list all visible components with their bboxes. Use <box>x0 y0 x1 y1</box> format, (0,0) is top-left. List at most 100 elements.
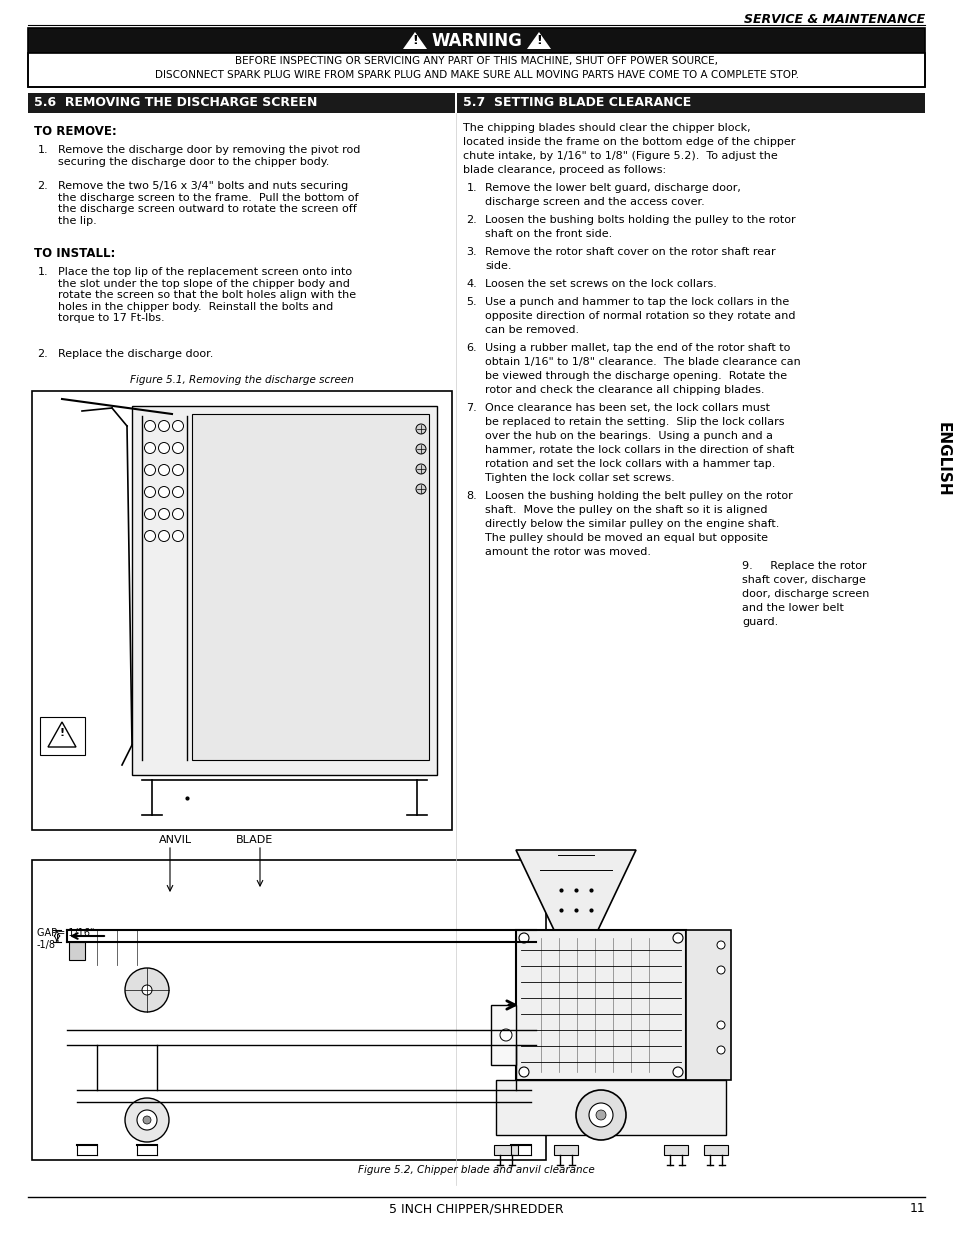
Text: 6.: 6. <box>466 343 476 353</box>
Bar <box>69 942 85 960</box>
Text: Tighten the lock collar set screws.: Tighten the lock collar set screws. <box>484 473 674 483</box>
Bar <box>192 414 429 760</box>
Text: Figure 5.2, Chipper blade and anvil clearance: Figure 5.2, Chipper blade and anvil clea… <box>357 1165 595 1174</box>
Circle shape <box>416 445 426 454</box>
Text: Use a punch and hammer to tap the lock collars in the: Use a punch and hammer to tap the lock c… <box>484 296 788 308</box>
Circle shape <box>717 1046 724 1053</box>
Polygon shape <box>516 850 636 930</box>
Text: Place the top lip of the replacement screen onto into
the slot under the top slo: Place the top lip of the replacement scr… <box>58 267 355 324</box>
Text: BLADE: BLADE <box>236 835 274 845</box>
Text: Replace the discharge door.: Replace the discharge door. <box>58 350 213 359</box>
Text: TO REMOVE:: TO REMOVE: <box>34 125 116 138</box>
Polygon shape <box>526 32 551 49</box>
Text: ENGLISH: ENGLISH <box>935 421 949 496</box>
Polygon shape <box>494 1145 517 1155</box>
Circle shape <box>144 531 155 541</box>
Circle shape <box>144 464 155 475</box>
Circle shape <box>158 487 170 498</box>
Text: Loosen the bushing holding the belt pulley on the rotor: Loosen the bushing holding the belt pull… <box>484 492 792 501</box>
Circle shape <box>172 509 183 520</box>
Text: 5 INCH CHIPPER/SHREDDER: 5 INCH CHIPPER/SHREDDER <box>389 1202 563 1215</box>
Polygon shape <box>703 1145 727 1155</box>
Text: 2.: 2. <box>466 215 476 225</box>
Text: !: ! <box>59 727 65 739</box>
Text: 3.: 3. <box>466 247 476 257</box>
Text: blade clearance, proceed as follows:: blade clearance, proceed as follows: <box>462 165 665 175</box>
Text: Remove the discharge door by removing the pivot rod
securing the discharge door : Remove the discharge door by removing th… <box>58 144 360 167</box>
Circle shape <box>172 487 183 498</box>
Bar <box>132 406 436 776</box>
Text: can be removed.: can be removed. <box>484 325 578 335</box>
Polygon shape <box>663 1145 687 1155</box>
Text: rotation and set the lock collars with a hammer tap.: rotation and set the lock collars with a… <box>484 459 775 469</box>
Text: 5.7  SETTING BLADE CLEARANCE: 5.7 SETTING BLADE CLEARANCE <box>462 96 691 110</box>
Text: 1.: 1. <box>466 183 476 193</box>
Bar <box>32 391 452 830</box>
Bar <box>456 93 924 112</box>
Text: BEFORE INSPECTING OR SERVICING ANY PART OF THIS MACHINE, SHUT OFF POWER SOURCE,: BEFORE INSPECTING OR SERVICING ANY PART … <box>235 56 718 65</box>
Bar <box>491 1005 516 1065</box>
Bar <box>496 1079 725 1135</box>
Text: !: ! <box>412 33 417 47</box>
Text: Loosen the set screws on the lock collars.: Loosen the set screws on the lock collar… <box>484 279 716 289</box>
Text: amount the rotor was moved.: amount the rotor was moved. <box>484 547 650 557</box>
Circle shape <box>125 968 169 1011</box>
Bar <box>28 28 924 86</box>
Text: discharge screen and the access cover.: discharge screen and the access cover. <box>484 198 704 207</box>
Circle shape <box>518 932 529 944</box>
Circle shape <box>144 420 155 431</box>
Text: Once clearance has been set, the lock collars must: Once clearance has been set, the lock co… <box>484 403 769 412</box>
Bar <box>28 28 924 53</box>
Text: Figure 5.1, Removing the discharge screen: Figure 5.1, Removing the discharge scree… <box>130 375 354 385</box>
Text: -1/8": -1/8" <box>37 940 60 950</box>
Text: 9.     Replace the rotor: 9. Replace the rotor <box>741 561 865 571</box>
Text: DISCONNECT SPARK PLUG WIRE FROM SPARK PLUG AND MAKE SURE ALL MOVING PARTS HAVE C: DISCONNECT SPARK PLUG WIRE FROM SPARK PL… <box>154 70 799 80</box>
Text: be replaced to retain the setting.  Slip the lock collars: be replaced to retain the setting. Slip … <box>484 417 783 427</box>
Text: 8.: 8. <box>466 492 476 501</box>
Text: 1.: 1. <box>37 144 48 156</box>
Text: shaft cover, discharge: shaft cover, discharge <box>741 576 865 585</box>
Circle shape <box>158 531 170 541</box>
Circle shape <box>717 1021 724 1029</box>
Text: 1.: 1. <box>37 267 48 277</box>
Text: Using a rubber mallet, tap the end of the rotor shaft to: Using a rubber mallet, tap the end of th… <box>484 343 789 353</box>
Polygon shape <box>402 32 427 49</box>
Circle shape <box>172 420 183 431</box>
Bar <box>28 53 924 86</box>
Circle shape <box>596 1110 605 1120</box>
Text: GAP= 1/16": GAP= 1/16" <box>37 927 94 939</box>
Circle shape <box>143 1116 151 1124</box>
Bar <box>32 860 545 1160</box>
Text: Loosen the bushing bolts holding the pulley to the rotor: Loosen the bushing bolts holding the pul… <box>484 215 795 225</box>
Text: be viewed through the discharge opening.  Rotate the: be viewed through the discharge opening.… <box>484 370 786 382</box>
Text: 7.: 7. <box>466 403 476 412</box>
Text: obtain 1/16" to 1/8" clearance.  The blade clearance can: obtain 1/16" to 1/8" clearance. The blad… <box>484 357 800 367</box>
Circle shape <box>144 487 155 498</box>
Text: over the hub on the bearings.  Using a punch and a: over the hub on the bearings. Using a pu… <box>484 431 772 441</box>
Text: shaft on the front side.: shaft on the front side. <box>484 228 612 240</box>
Circle shape <box>717 941 724 948</box>
Bar <box>516 930 685 1079</box>
Circle shape <box>672 932 682 944</box>
Text: side.: side. <box>484 261 511 270</box>
Circle shape <box>144 442 155 453</box>
Bar <box>685 930 730 1079</box>
Circle shape <box>576 1091 625 1140</box>
Circle shape <box>142 986 152 995</box>
Text: 11: 11 <box>908 1202 924 1215</box>
Text: 5.: 5. <box>466 296 476 308</box>
Polygon shape <box>48 722 76 747</box>
Circle shape <box>158 442 170 453</box>
Text: WARNING: WARNING <box>431 32 522 49</box>
Circle shape <box>144 509 155 520</box>
Text: SERVICE & MAINTENANCE: SERVICE & MAINTENANCE <box>743 14 924 26</box>
Text: 2.: 2. <box>37 350 48 359</box>
Circle shape <box>672 1067 682 1077</box>
Text: opposite direction of normal rotation so they rotate and: opposite direction of normal rotation so… <box>484 311 795 321</box>
Circle shape <box>172 442 183 453</box>
Text: shaft.  Move the pulley on the shaft so it is aligned: shaft. Move the pulley on the shaft so i… <box>484 505 767 515</box>
Circle shape <box>137 1110 157 1130</box>
Text: and the lower belt: and the lower belt <box>741 603 843 613</box>
Circle shape <box>172 464 183 475</box>
Circle shape <box>499 1029 512 1041</box>
